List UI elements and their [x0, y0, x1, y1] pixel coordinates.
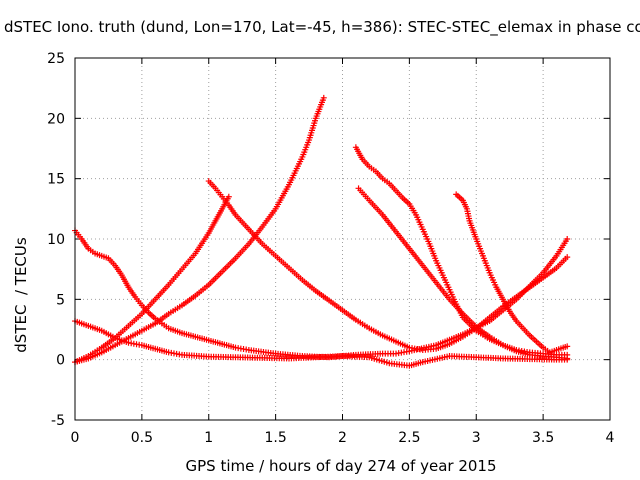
series-6 — [352, 144, 571, 358]
data-point — [564, 343, 571, 350]
y-tick-label: 20 — [47, 111, 65, 127]
x-tick-label: 1.5 — [264, 430, 286, 446]
plot-frame — [74, 57, 611, 421]
x-tick-label: 3.5 — [532, 430, 554, 446]
y-tick-label: 25 — [47, 51, 65, 67]
data-series — [72, 94, 571, 369]
series-7 — [355, 185, 571, 362]
y-tick-label: -5 — [51, 413, 65, 429]
series-8 — [453, 191, 571, 356]
chart-title: dSTEC Iono. truth (dund, Lon=170, Lat=-4… — [4, 18, 640, 36]
y-tick-label: 5 — [56, 292, 65, 308]
x-tick-label: 0.5 — [131, 430, 153, 446]
tick-labels: 0 0.5 1 1.5 2 2.5 3 3.5 4 -5 0 5 10 15 20 25 — [47, 51, 614, 446]
x-tick-label: 4 — [606, 430, 615, 446]
series-4 — [72, 94, 327, 366]
grid — [75, 58, 610, 420]
data-point — [564, 236, 571, 242]
x-tick-label: 0 — [71, 430, 80, 446]
x-tick-label: 2.5 — [398, 430, 420, 446]
x-tick-label: 2 — [338, 430, 347, 446]
data-point — [320, 94, 327, 101]
x-tick-label: 3 — [472, 430, 481, 446]
x-axis-label: GPS time / hours of day 274 of year 2015 — [185, 457, 497, 475]
y-tick-label: 0 — [56, 353, 65, 369]
y-tick-label: 10 — [47, 232, 65, 248]
data-point — [564, 254, 571, 261]
x-tick-label: 1 — [204, 430, 213, 446]
y-tick-label: 15 — [47, 172, 65, 188]
series-5 — [205, 178, 571, 354]
data-point — [564, 355, 571, 362]
data-point — [225, 193, 232, 200]
